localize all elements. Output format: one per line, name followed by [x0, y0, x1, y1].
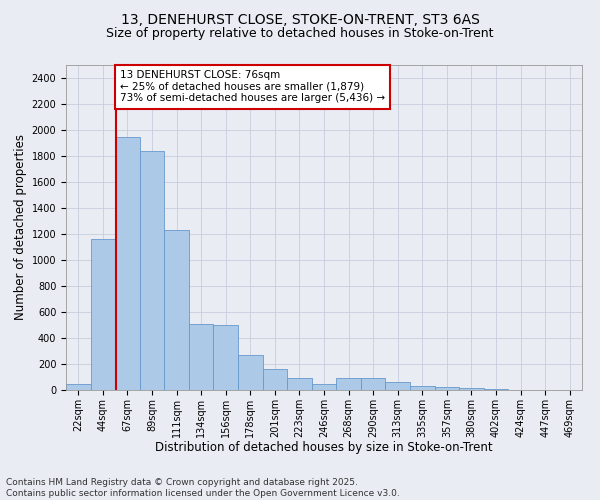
- Bar: [434, 388, 459, 390]
- Bar: [238, 355, 263, 390]
- Bar: [164, 230, 189, 390]
- Text: 13 DENEHURST CLOSE: 76sqm
← 25% of detached houses are smaller (1,879)
73% of se: 13 DENEHURST CLOSE: 76sqm ← 25% of detac…: [120, 70, 385, 103]
- Y-axis label: Number of detached properties: Number of detached properties: [14, 134, 28, 320]
- Bar: [312, 384, 336, 390]
- Bar: [115, 136, 140, 390]
- Bar: [66, 384, 91, 390]
- Text: Contains HM Land Registry data © Crown copyright and database right 2025.
Contai: Contains HM Land Registry data © Crown c…: [6, 478, 400, 498]
- X-axis label: Distribution of detached houses by size in Stoke-on-Trent: Distribution of detached houses by size …: [155, 441, 493, 454]
- Bar: [214, 325, 238, 390]
- Bar: [361, 378, 385, 390]
- Bar: [287, 378, 312, 390]
- Bar: [336, 378, 361, 390]
- Bar: [263, 369, 287, 390]
- Bar: [140, 151, 164, 390]
- Bar: [91, 239, 115, 390]
- Bar: [189, 324, 214, 390]
- Bar: [410, 386, 434, 390]
- Text: 13, DENEHURST CLOSE, STOKE-ON-TRENT, ST3 6AS: 13, DENEHURST CLOSE, STOKE-ON-TRENT, ST3…: [121, 12, 479, 26]
- Text: Size of property relative to detached houses in Stoke-on-Trent: Size of property relative to detached ho…: [106, 28, 494, 40]
- Bar: [459, 388, 484, 390]
- Bar: [385, 382, 410, 390]
